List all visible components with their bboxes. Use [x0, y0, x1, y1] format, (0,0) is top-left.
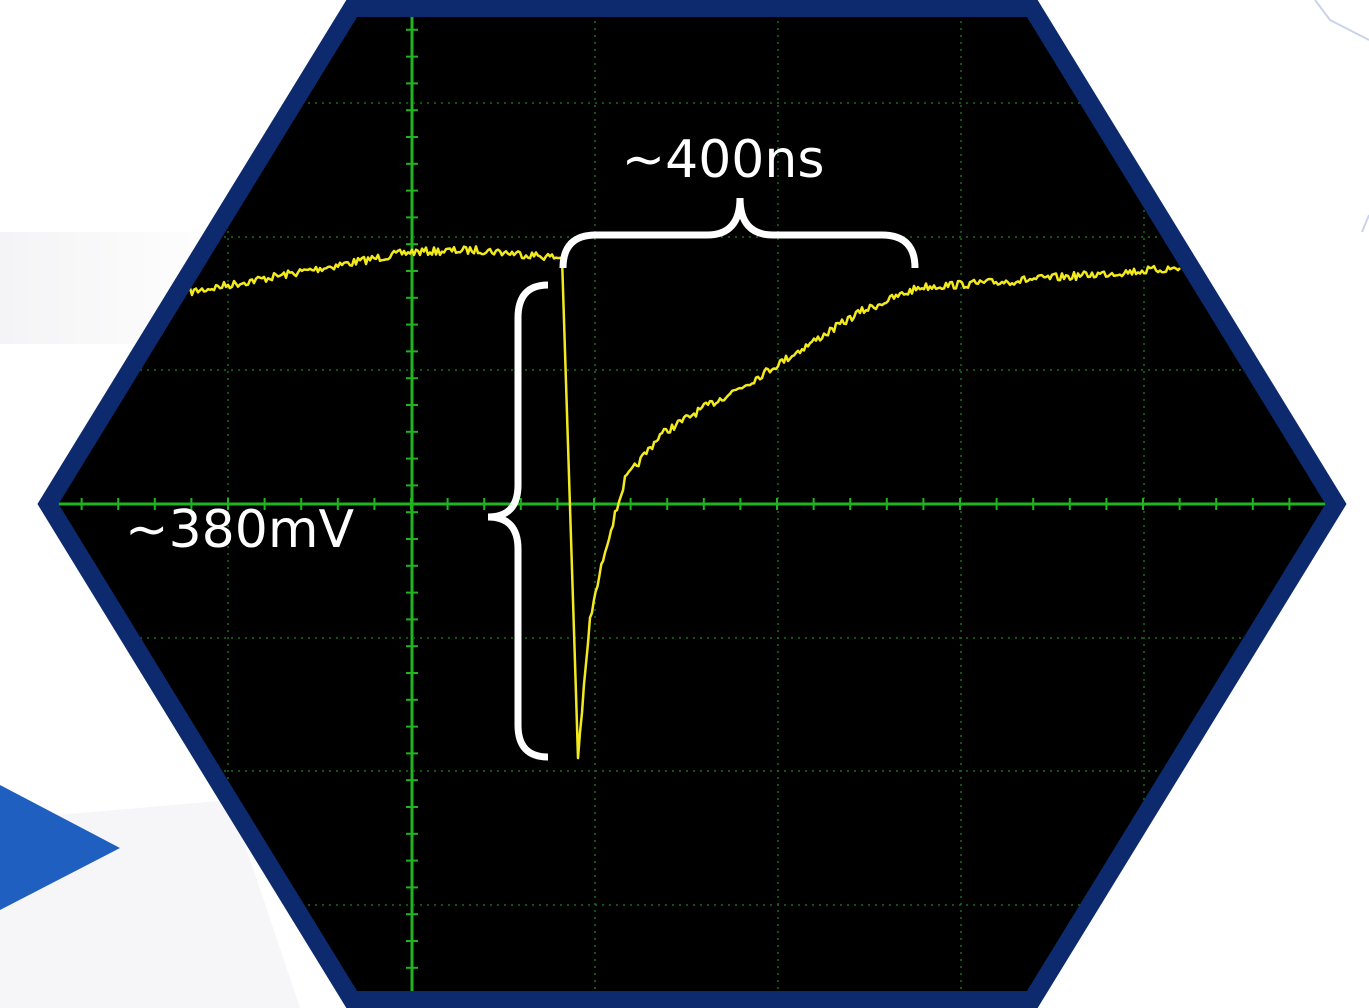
hex-decoration: [1362, 215, 1369, 232]
hex-decoration: [1315, 0, 1369, 40]
amplitude-label: ~380mV: [125, 500, 354, 560]
scope-graphic: ~400ns ~380mV: [0, 0, 1369, 1008]
time-label: ~400ns: [622, 130, 825, 190]
